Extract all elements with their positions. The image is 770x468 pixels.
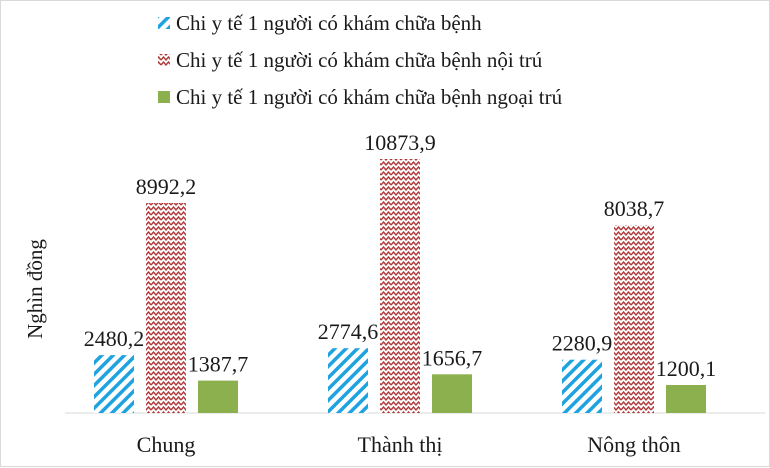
bar-2-2	[380, 159, 420, 413]
legend-label-2: Chi y tế 1 người có khám chữa bệnh nội t…	[176, 48, 543, 72]
data-label-1-3: 2280,9	[552, 331, 613, 356]
y-axis-label: Nghìn đồng	[23, 239, 47, 339]
legend-item-3: Chi y tế 1 người có khám chữa bệnh ngoại…	[158, 85, 563, 109]
category-label-1: Chung	[137, 432, 196, 457]
legend-swatch-2	[158, 54, 170, 66]
data-label-2-1: 8992,2	[136, 174, 197, 199]
data-label-3-1: 1387,7	[188, 352, 249, 377]
category-label-3: Nông thôn	[587, 432, 681, 457]
legend-label-3: Chi y tế 1 người có khám chữa bệnh ngoại…	[176, 85, 563, 109]
legend-item-1: Chi y tế 1 người có khám chữa bệnh	[158, 11, 482, 35]
bar-3-1	[198, 380, 238, 413]
bar-1-1	[94, 355, 134, 413]
data-label-3-3: 1200,1	[656, 356, 717, 381]
bar-1-2	[328, 348, 368, 413]
data-labels-group: 2480,2 8992,2 1387,7 2774,6 10873,9 1656,7 228…	[84, 130, 717, 381]
category-labels-group: Chung Thành thị Nông thôn	[137, 432, 681, 457]
chart-legend: Chi y tế 1 người có khám chữa bệnh Chi y…	[158, 11, 563, 109]
data-label-2-2: 10873,9	[364, 130, 436, 155]
bar-3-3	[666, 385, 706, 413]
bar-3-2	[432, 374, 472, 413]
bar-1-3	[562, 359, 602, 413]
legend-label-1: Chi y tế 1 người có khám chữa bệnh	[176, 11, 482, 35]
data-label-2-3: 8038,7	[604, 196, 665, 221]
category-label-2: Thành thị	[358, 432, 443, 457]
legend-item-2: Chi y tế 1 người có khám chữa bệnh nội t…	[158, 48, 543, 72]
bars-group	[94, 159, 706, 413]
data-label-1-2: 2774,6	[318, 319, 379, 344]
legend-swatch-1	[158, 17, 170, 29]
bar-2-3	[614, 225, 654, 413]
data-label-1-1: 2480,2	[84, 326, 145, 351]
bar-2-1	[146, 203, 186, 413]
data-label-3-2: 1656,7	[422, 345, 483, 370]
legend-swatch-3	[158, 91, 170, 103]
